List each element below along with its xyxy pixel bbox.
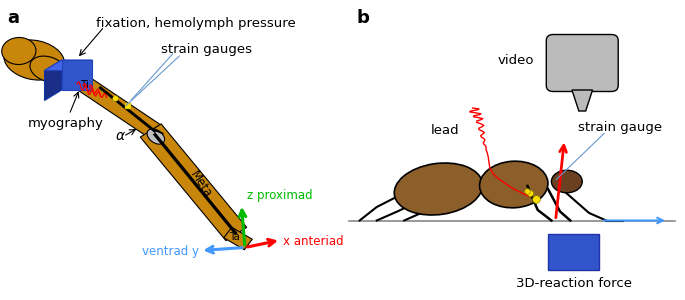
Ellipse shape xyxy=(30,56,66,82)
Polygon shape xyxy=(45,60,92,70)
Text: myography: myography xyxy=(27,92,103,130)
Polygon shape xyxy=(572,90,593,111)
Text: 3D-reaction force: 3D-reaction force xyxy=(516,277,632,290)
Ellipse shape xyxy=(479,161,548,208)
Polygon shape xyxy=(140,124,247,241)
Ellipse shape xyxy=(66,69,88,84)
Polygon shape xyxy=(45,60,62,100)
Text: fixation, hemolymph pressure: fixation, hemolymph pressure xyxy=(96,17,296,31)
Text: strain gauge: strain gauge xyxy=(578,121,662,134)
Text: a: a xyxy=(7,9,19,27)
Text: Ti: Ti xyxy=(81,80,89,91)
Ellipse shape xyxy=(551,170,582,193)
Polygon shape xyxy=(98,86,157,133)
Text: Ta: Ta xyxy=(229,232,240,242)
FancyBboxPatch shape xyxy=(547,34,618,92)
Polygon shape xyxy=(153,133,238,235)
Text: z proximad: z proximad xyxy=(247,190,312,202)
FancyBboxPatch shape xyxy=(62,60,92,90)
Text: Meta: Meta xyxy=(187,169,214,200)
Text: video: video xyxy=(498,53,534,67)
Ellipse shape xyxy=(147,129,164,144)
Text: $\alpha$: $\alpha$ xyxy=(115,128,125,142)
Text: b: b xyxy=(356,9,369,27)
FancyBboxPatch shape xyxy=(548,234,599,270)
Text: strain gauges: strain gauges xyxy=(161,43,252,56)
Ellipse shape xyxy=(4,40,64,80)
Polygon shape xyxy=(224,227,252,250)
Ellipse shape xyxy=(395,163,482,215)
Ellipse shape xyxy=(2,38,36,64)
Text: x anteriad: x anteriad xyxy=(282,235,343,248)
Polygon shape xyxy=(70,71,162,139)
Text: lead: lead xyxy=(431,124,460,137)
Text: ventrad y: ventrad y xyxy=(142,245,199,259)
